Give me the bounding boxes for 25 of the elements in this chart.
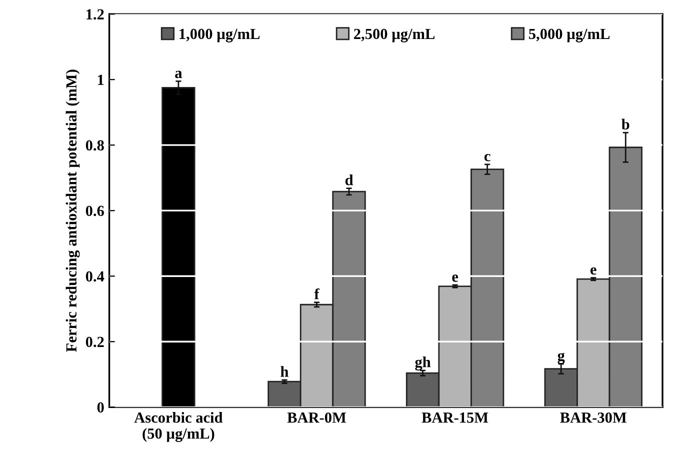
legend-label: 2,500 µg/mL (354, 28, 435, 42)
data-label: gh (415, 356, 431, 370)
x-tick-label: BAR-30M (560, 412, 626, 423)
y-axis-title: Ferric reducing antioxidant potential (mM) (66, 70, 80, 352)
data-label: g (558, 352, 565, 364)
y-tick-label: 0.2 (86, 336, 104, 348)
x-tick-label: BAR-0M (287, 412, 346, 423)
y-tick-label: 0.4 (86, 271, 104, 282)
data-label: c (484, 154, 490, 162)
data-label: f (314, 288, 320, 300)
data-label: b (622, 118, 630, 130)
y-tick-label: 0 (97, 402, 104, 413)
y-tick-label: 1.2 (86, 9, 104, 20)
x-tick-label: BAR-15M (422, 412, 488, 423)
data-label: a (175, 70, 182, 78)
data-label: e (590, 267, 596, 275)
legend-label: 5,000 µg/mL (529, 28, 610, 42)
y-tick-label: 1 (98, 74, 104, 85)
x-tick-label: Ascorbic acid (50 µg/mL) (134, 412, 223, 442)
y-tick-label: 0.8 (86, 140, 104, 151)
y-tick-label: 0.6 (86, 206, 104, 216)
data-label: d (345, 174, 354, 186)
data-label: h (280, 366, 288, 377)
legend-label: 1,000 µg/mL (180, 28, 260, 42)
data-label: e (452, 274, 458, 282)
